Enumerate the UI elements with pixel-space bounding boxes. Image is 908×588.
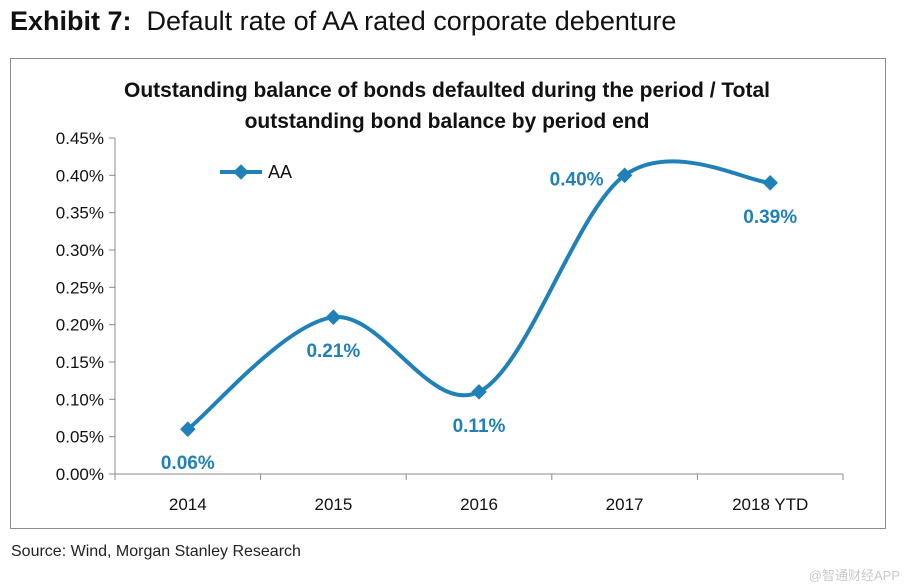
y-tick-label: 0.35% <box>56 204 104 223</box>
y-tick-label: 0.45% <box>56 129 104 148</box>
x-tick-label: 2017 <box>606 495 644 514</box>
y-tick-label: 0.05% <box>56 428 104 447</box>
exhibit-title: Exhibit 7: Default rate of AA rated corp… <box>10 6 676 37</box>
y-tick-label: 0.00% <box>56 465 104 484</box>
chart-title-line-1: Outstanding balance of bonds defaulted d… <box>124 79 770 102</box>
data-label: 0.06% <box>161 453 215 474</box>
source-note: Source: Wind, Morgan Stanley Research <box>11 543 301 560</box>
x-tick-label: 2018 YTD <box>732 495 808 514</box>
watermark: @智通财经APP <box>808 568 900 583</box>
y-tick-label: 0.25% <box>56 278 104 297</box>
y-tick-label: 0.20% <box>56 316 104 335</box>
y-tick-label: 0.30% <box>56 241 104 260</box>
data-label: 0.40% <box>550 169 604 190</box>
legend: AA <box>220 162 292 182</box>
x-tick-label: 2016 <box>460 495 498 514</box>
x-tick-label: 2015 <box>314 495 352 514</box>
data-point-marker <box>762 175 778 191</box>
legend-marker <box>233 164 249 180</box>
exhibit-heading: Default rate of AA rated corporate deben… <box>146 6 677 36</box>
chart-frame: Outstanding balance of bonds defaulted d… <box>10 58 886 529</box>
data-point-marker <box>325 309 342 325</box>
exhibit-label: Exhibit 7: <box>10 6 132 36</box>
data-label: 0.21% <box>306 341 360 362</box>
y-tick-label: 0.10% <box>56 390 104 409</box>
line-chart: Outstanding balance of bonds defaulted d… <box>56 79 844 514</box>
y-tick-label: 0.15% <box>56 353 104 372</box>
chart-title-line-2: outstanding bond balance by period end <box>245 110 650 133</box>
y-tick-label: 0.40% <box>56 166 104 185</box>
data-label: 0.39% <box>743 207 797 228</box>
x-tick-label: 2014 <box>169 495 207 514</box>
data-point-marker <box>180 421 196 437</box>
data-label: 0.11% <box>453 416 506 437</box>
legend-label: AA <box>268 162 292 182</box>
